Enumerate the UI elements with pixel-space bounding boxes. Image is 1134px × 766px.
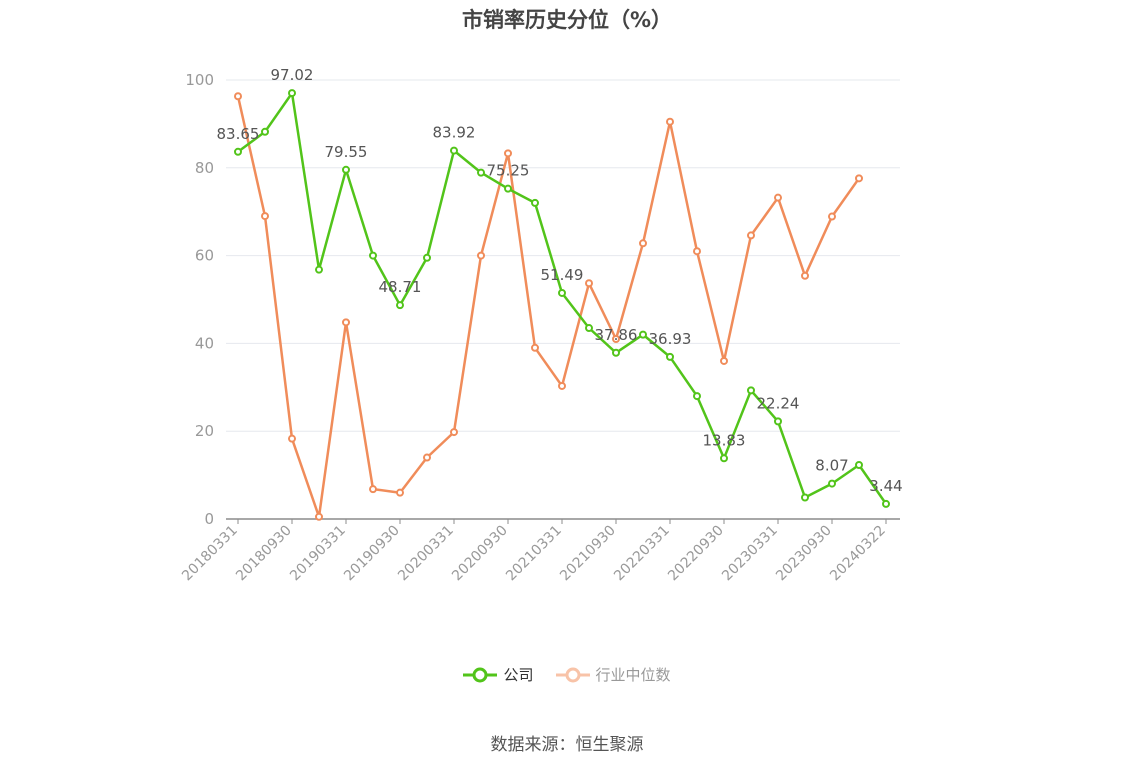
data-point-company: [288, 89, 296, 98]
data-point-industry-median: [288, 434, 296, 443]
data-point-company: [342, 165, 350, 174]
data-point-company: [477, 168, 485, 177]
data-point-company: [531, 198, 539, 207]
legend-industry-icon: [555, 667, 590, 682]
data-point-industry-median: [477, 251, 485, 260]
chart-title: 市销率历史分位（%）: [461, 8, 673, 32]
data-point-company: [261, 127, 269, 136]
data-source: 数据来源：恒生聚源: [490, 735, 644, 755]
x-tick-label: 20220331: [611, 523, 673, 585]
data-point-industry-median: [666, 117, 674, 126]
data-point-industry-median: [423, 453, 431, 462]
data-point-company: [234, 147, 242, 156]
data-point-company: [693, 392, 701, 401]
data-point-industry-median: [342, 318, 350, 327]
data-point-company: [396, 301, 404, 310]
data-point-industry-median: [315, 512, 323, 521]
data-point-industry-median: [261, 212, 269, 221]
data-point-company: [369, 251, 377, 260]
data-label: 37.86: [595, 326, 638, 344]
data-point-company: [315, 265, 323, 274]
data-point-company: [774, 417, 782, 426]
data-label: 83.65: [217, 125, 260, 143]
series-lines: [234, 89, 890, 521]
data-point-industry-median: [612, 335, 620, 344]
y-tick-label: 40: [195, 334, 214, 352]
data-label: 8.07: [815, 457, 848, 475]
data-label: 13.83: [703, 431, 746, 449]
data-point-industry-median: [369, 485, 377, 494]
data-point-company: [747, 386, 755, 395]
legend: 公司 行业中位数: [0, 664, 1134, 685]
data-point-company: [612, 348, 620, 357]
data-point-company: [450, 146, 458, 155]
data-point-company: [828, 479, 836, 488]
x-tick-label: 20180930: [233, 523, 295, 585]
data-point-industry-median: [855, 174, 863, 183]
data-labels: 83.65 97.02 79.55 48.71 83.92 75.25 51.49 37.86…: [217, 66, 903, 495]
data-label: 36.93: [649, 330, 692, 348]
x-tick-label: 20240322: [827, 523, 889, 585]
data-point-company: [504, 184, 512, 193]
legend-company-label: 公司: [503, 666, 534, 684]
y-tick-label: 0: [204, 510, 214, 528]
data-point-industry-median: [720, 356, 728, 365]
x-tick-label: 20230930: [773, 523, 835, 585]
data-point-industry-median: [774, 193, 782, 202]
series-line-industry-median: [236, 95, 861, 519]
legend-item-industry-median[interactable]: 行业中位数: [555, 664, 671, 685]
axes: 0 20 40 60 80 100 2018033120180930201903312019…: [179, 71, 900, 584]
data-point-company: [882, 499, 890, 508]
y-tick-label: 80: [195, 159, 214, 177]
grid-lines: [226, 79, 900, 432]
data-point-industry-median: [396, 488, 404, 497]
x-tick-label: 20220930: [665, 523, 727, 585]
data-point-company: [666, 352, 674, 361]
data-label: 83.92: [433, 124, 476, 142]
data-point-industry-median: [639, 239, 647, 248]
data-label: 97.02: [271, 66, 314, 84]
x-tick-label: 20230331: [719, 523, 781, 585]
data-point-industry-median: [828, 212, 836, 221]
data-label: 51.49: [541, 266, 584, 284]
data-point-company: [639, 330, 647, 339]
data-point-company: [720, 454, 728, 463]
data-label: 79.55: [325, 143, 368, 161]
data-point-industry-median: [531, 343, 539, 352]
y-tick-label: 100: [185, 71, 214, 89]
x-tick-label: 20210930: [557, 523, 619, 585]
legend-company-icon: [463, 667, 498, 682]
data-label: 3.44: [869, 477, 902, 495]
data-point-company: [558, 288, 566, 297]
data-point-company: [423, 253, 431, 262]
data-point-industry-median: [801, 271, 809, 280]
legend-item-company[interactable]: 公司: [463, 664, 534, 685]
data-point-company: [855, 461, 863, 470]
x-tick-label: 20190331: [287, 523, 349, 585]
data-point-company: [585, 324, 593, 333]
data-point-industry-median: [504, 149, 512, 158]
data-label: 22.24: [757, 394, 800, 412]
y-tick-label: 20: [195, 422, 214, 440]
data-point-industry-median: [585, 279, 593, 288]
x-tick-label: 20200331: [395, 523, 457, 585]
data-point-company: [801, 493, 809, 502]
x-tick-label: 20210331: [503, 523, 565, 585]
data-point-industry-median: [693, 247, 701, 256]
data-label: 75.25: [487, 162, 530, 180]
data-point-industry-median: [747, 231, 755, 240]
data-point-industry-median: [450, 428, 458, 437]
x-tick-label: 20180331: [179, 523, 241, 585]
data-point-industry-median: [558, 381, 566, 390]
legend-industry-label: 行业中位数: [595, 666, 671, 684]
data-point-industry-median: [234, 92, 242, 101]
x-tick-label: 20190930: [341, 523, 403, 585]
x-tick-label: 20200930: [449, 523, 511, 585]
y-tick-label: 60: [195, 247, 214, 265]
data-label: 48.71: [379, 278, 422, 296]
